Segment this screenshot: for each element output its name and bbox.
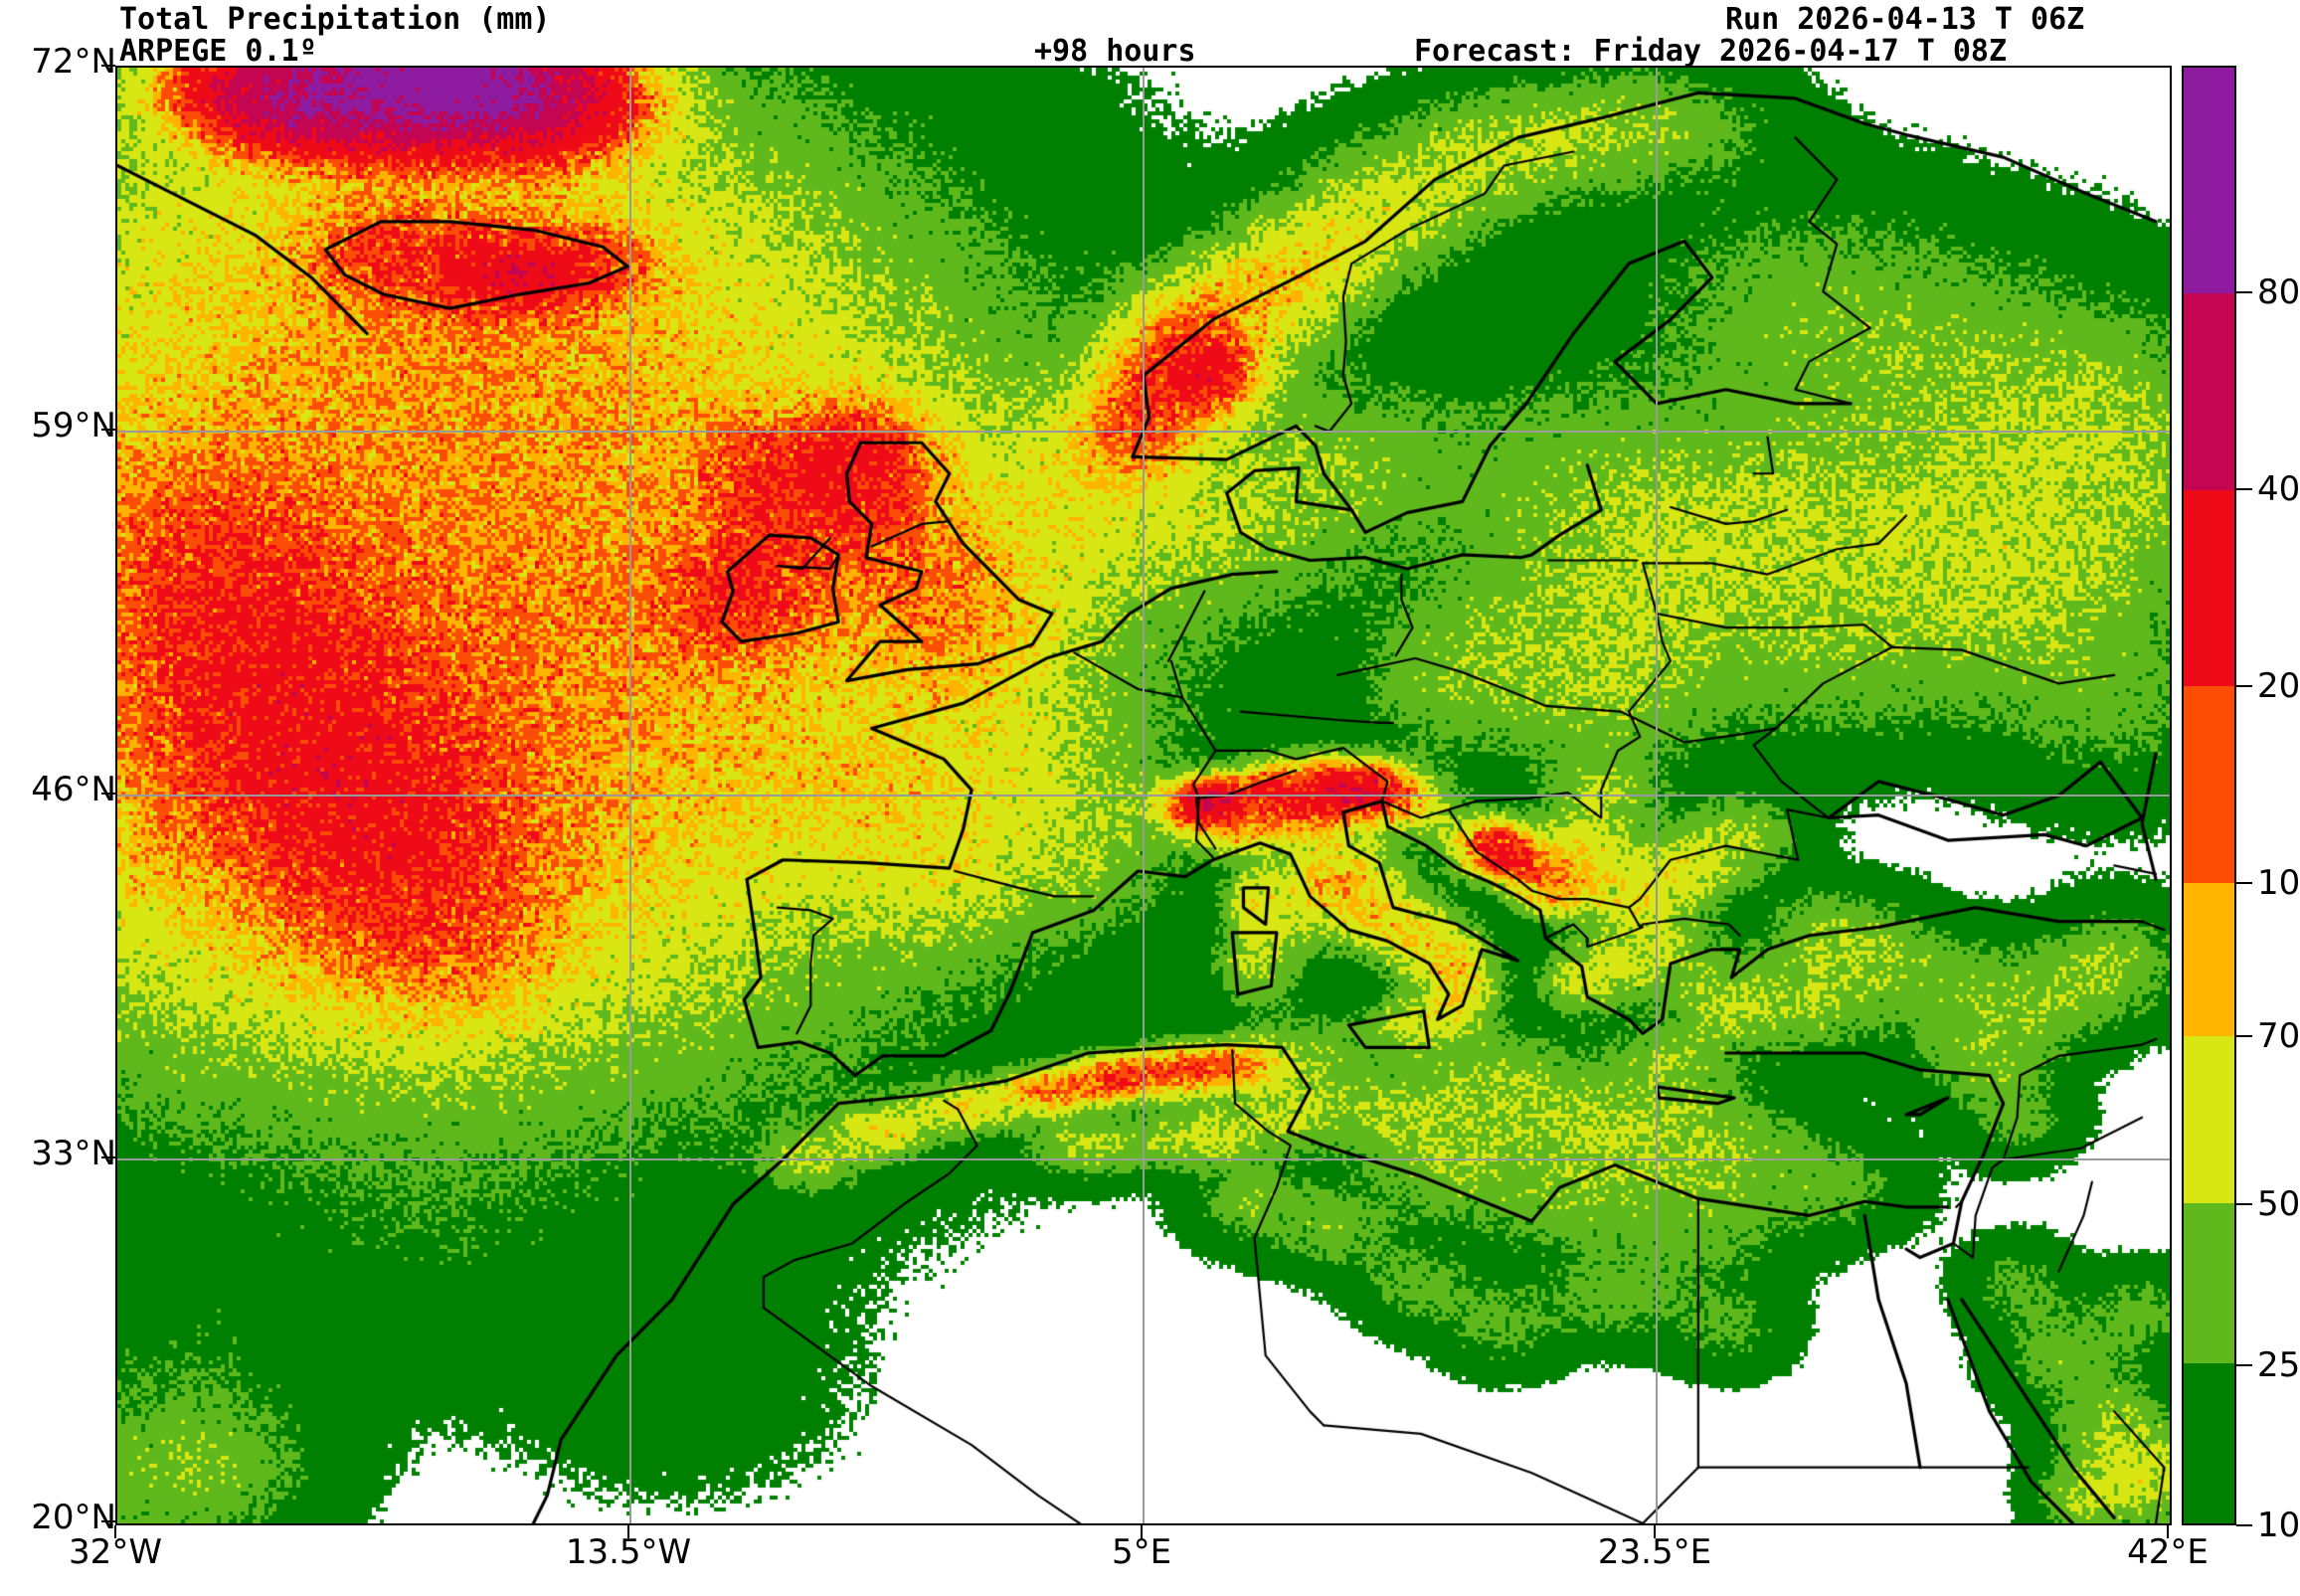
colorbar-tick-mark bbox=[2236, 1203, 2252, 1206]
precipitation-heatmap bbox=[117, 68, 2170, 1523]
latitude-tick-mark bbox=[101, 1156, 115, 1158]
latitude-tick-mark bbox=[101, 429, 115, 431]
latitude-tick-mark bbox=[101, 793, 115, 795]
colorbar-band bbox=[2184, 489, 2234, 687]
colorbar-tick-label: 200 bbox=[2257, 665, 2300, 706]
colorbar-tick-label: 10 bbox=[2257, 1506, 2300, 1545]
longitude-tick-mark bbox=[1654, 1525, 1656, 1538]
colorbar-tick-label: 70 bbox=[2257, 1016, 2300, 1057]
colorbar-tick-label: 100 bbox=[2257, 863, 2300, 904]
colorbar-tick-mark bbox=[2236, 684, 2252, 687]
longitude-tick-label: 32°W bbox=[69, 1532, 162, 1572]
longitude-tick-mark bbox=[627, 1525, 629, 1538]
colorbar-tick-mark bbox=[2236, 1035, 2252, 1038]
longitude-tick-label: 5°E bbox=[1111, 1532, 1172, 1572]
colorbar-tick-mark bbox=[2236, 882, 2252, 885]
colorbar-tick-mark bbox=[2236, 1524, 2252, 1526]
colorbar-tick-label: 800 bbox=[2257, 271, 2300, 312]
colorbar-tick-mark bbox=[2236, 290, 2252, 293]
colorbar-band bbox=[2184, 68, 2234, 293]
latitude-tick-label: 33°N bbox=[31, 1134, 116, 1173]
colorbar-band bbox=[2184, 686, 2234, 883]
colorbar-band bbox=[2184, 292, 2234, 490]
longitude-tick-mark bbox=[2167, 1525, 2169, 1538]
colorbar-band bbox=[2184, 1362, 2234, 1523]
precipitation-colorbar bbox=[2182, 66, 2236, 1525]
colorbar-tick-label: 400 bbox=[2257, 468, 2300, 509]
lead-time-label: +98 hours bbox=[1034, 34, 1196, 69]
chart-header: Total Precipitation (mm) ARPEGE 0.1º +98… bbox=[0, 0, 2300, 69]
colorbar-tick-label: 50 bbox=[2257, 1184, 2300, 1225]
longitude-tick-label: 13.5°W bbox=[565, 1532, 692, 1572]
longitude-tick-label: 23.5°E bbox=[1597, 1532, 1712, 1572]
model-label: ARPEGE 0.1º bbox=[119, 34, 317, 69]
longitude-tick-mark bbox=[1141, 1525, 1143, 1538]
run-time-label: Run 2026-04-13 T 06Z bbox=[1725, 2, 2085, 37]
latitude-tick-label: 72°N bbox=[31, 42, 116, 82]
colorbar-tick-label: 25 bbox=[2257, 1344, 2300, 1385]
map-plot-area bbox=[115, 66, 2172, 1525]
latitude-tick-label: 46°N bbox=[31, 770, 116, 809]
latitude-tick-mark bbox=[101, 65, 115, 67]
longitude-tick-mark bbox=[114, 1525, 116, 1538]
longitude-tick-label: 42°E bbox=[2127, 1532, 2209, 1572]
latitude-tick-mark bbox=[101, 1520, 115, 1522]
colorbar-band bbox=[2184, 1035, 2234, 1203]
colorbar-band bbox=[2184, 882, 2234, 1036]
colorbar-tick-label: 1 bbox=[2257, 1506, 2279, 1545]
latitude-tick-label: 20°N bbox=[31, 1498, 116, 1537]
colorbar-tick-mark bbox=[2236, 487, 2252, 490]
colorbar-band bbox=[2184, 1202, 2234, 1363]
page-title: Total Precipitation (mm) bbox=[119, 2, 551, 37]
colorbar-tick-mark bbox=[2236, 1363, 2252, 1366]
latitude-tick-label: 59°N bbox=[31, 406, 116, 445]
forecast-time-label: Forecast: Friday 2026-04-17 T 08Z bbox=[1414, 34, 2008, 69]
